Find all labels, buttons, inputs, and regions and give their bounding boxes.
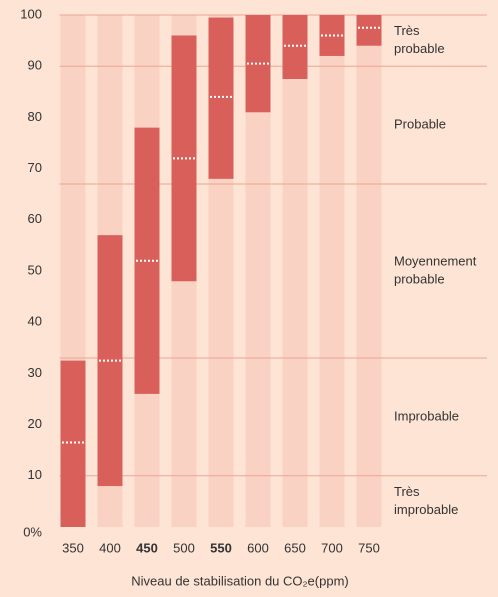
x-tick-label: 650 xyxy=(284,540,306,555)
zone-label: Probable xyxy=(394,117,446,132)
y-tick-label: 60 xyxy=(28,211,42,226)
range-bar xyxy=(356,15,382,46)
range-bar xyxy=(319,15,345,56)
x-tick-label: 500 xyxy=(173,540,195,555)
x-tick-label: 550 xyxy=(210,540,232,555)
zone-label: Très xyxy=(394,23,420,38)
range-bar xyxy=(97,235,123,487)
zone-label: probable xyxy=(394,271,445,286)
zone-label: probable xyxy=(394,41,445,56)
y-tick-label: 10 xyxy=(28,467,42,482)
range-bar xyxy=(60,360,86,527)
zone-label: Très xyxy=(394,484,420,499)
zone-label: Moyennement xyxy=(394,253,477,268)
column-stripe xyxy=(319,15,345,527)
range-bar xyxy=(171,35,197,282)
zone-label: improbable xyxy=(394,502,458,517)
y-tick-label: 70 xyxy=(28,160,42,175)
range-bar xyxy=(134,127,160,394)
column-stripe xyxy=(282,15,308,527)
y-tick-label: 80 xyxy=(28,109,42,124)
y-tick-label: 20 xyxy=(28,416,42,431)
x-tick-label: 350 xyxy=(62,540,84,555)
x-tick-label: 400 xyxy=(99,540,121,555)
x-tick-label: 700 xyxy=(321,540,343,555)
x-tick-label: 600 xyxy=(247,540,269,555)
y-tick-label: 100 xyxy=(20,6,42,21)
y-tick-label: 40 xyxy=(28,314,42,329)
y-tick-label: 0% xyxy=(23,524,42,539)
y-tick-label: 90 xyxy=(28,58,42,73)
range-bar xyxy=(282,15,308,79)
x-axis-label: Niveau de stabilisation du CO₂e(ppm) xyxy=(131,573,348,588)
column-stripe xyxy=(356,15,382,527)
range-bar xyxy=(245,15,271,113)
range-bar xyxy=(208,17,234,179)
zone-label: Improbable xyxy=(394,408,459,423)
y-tick-label: 50 xyxy=(28,262,42,277)
y-tick-label: 30 xyxy=(28,365,42,380)
x-tick-label: 750 xyxy=(358,540,380,555)
x-tick-label: 450 xyxy=(136,540,158,555)
